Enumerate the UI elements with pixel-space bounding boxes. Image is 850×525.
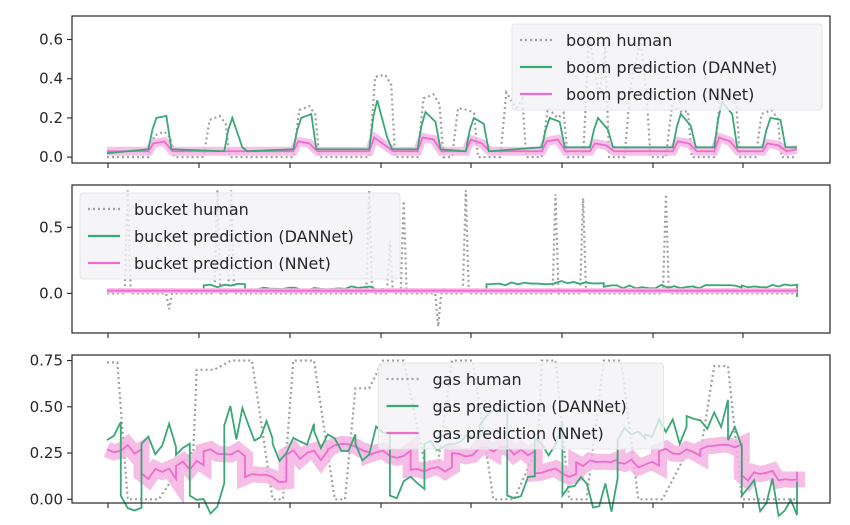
y-tick-label: 0.25 [30,444,63,462]
plot-frame [71,354,831,504]
boom-nnet-line [107,136,798,153]
y-tick-label: 0.2 [39,109,63,127]
y-tick-label: 0.4 [39,70,63,88]
legend-entry: gas human [433,370,522,389]
y-tick-label: 0.00 [30,490,63,508]
gas-legend: gas human gas prediction (DANNet) gas pred… [378,362,664,450]
legend-entry: bucket prediction (DANNet) [134,227,354,246]
legend-box [79,192,401,280]
legend-entry: boom prediction (NNet) [566,85,754,104]
legend-entry: bucket prediction (NNet) [134,254,331,273]
legend-entry: gas prediction (DANNet) [433,397,627,416]
legend-entry: gas prediction (NNet) [433,424,604,443]
bucket-panel: 0.0 0.5 bucket human bucket prediction (DAN… [39,184,831,338]
boom-panel: 0.0 0.2 0.4 0.6 boom human boom prediction (D… [39,15,831,168]
y-tick-label: 0.75 [30,352,63,370]
y-tick-label: 0.0 [39,284,63,302]
legend-entry: boom prediction (DANNet) [566,58,777,77]
y-tick-label: 0.6 [39,31,63,49]
bucket-human-line [107,190,797,327]
boom-dannet-line [106,100,797,155]
bucket-legend: bucket human bucket prediction (DANNet) bu… [79,192,401,280]
y-tick-label: 0.5 [39,218,63,236]
gas-human-line [107,359,797,501]
legend-box [511,23,823,111]
legend-box [378,362,664,450]
boom-legend: boom human boom prediction (DANNet) boom p… [511,23,823,111]
plot-frame [71,15,831,164]
legend-entry: boom human [566,31,672,50]
y-tick-label: 0.0 [39,148,63,166]
legend-entry: bucket human [134,200,249,219]
y-tick-label: 0.50 [30,398,63,416]
gas-panel: 0.00 0.25 0.50 0.75 gas human gas prediction … [30,352,831,518]
plot-frame [71,184,831,334]
